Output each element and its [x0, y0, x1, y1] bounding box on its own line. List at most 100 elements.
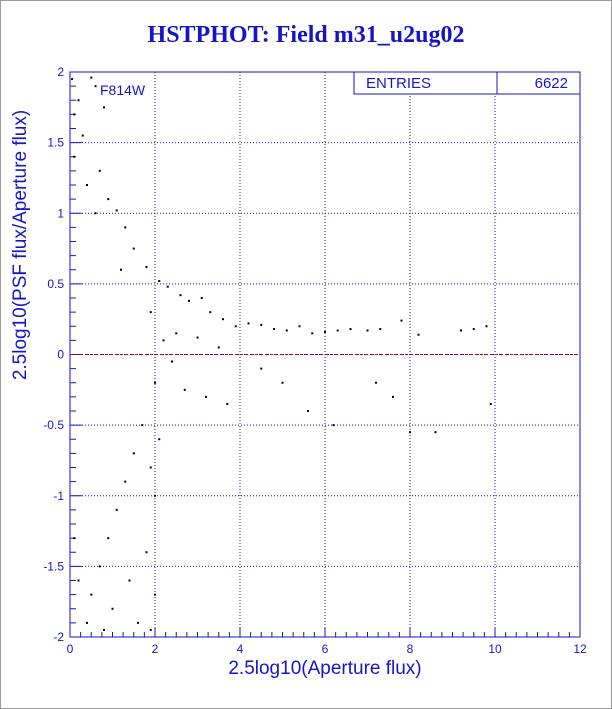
data-point [149, 628, 152, 631]
data-point [179, 294, 182, 297]
data-point [107, 198, 110, 201]
data-point [98, 169, 101, 172]
x-tick-label: 6 [322, 642, 329, 656]
data-point [107, 537, 110, 540]
data-points [71, 76, 492, 631]
data-point [234, 325, 237, 328]
data-point [111, 607, 114, 610]
data-point [379, 328, 382, 331]
tick-labels: 0 2 4 6 8 10 12 -2 -1.5 -1 -0.5 0 0.5 1 1.5 2 [43, 65, 587, 656]
data-point [209, 311, 212, 314]
x-tick-label: 0 [67, 642, 74, 656]
data-point [86, 621, 88, 624]
data-point [171, 360, 173, 363]
data-point [281, 381, 284, 384]
data-point [154, 494, 156, 497]
data-point [349, 328, 352, 331]
data-point [73, 537, 76, 540]
data-point [158, 280, 161, 283]
stats-box: ENTRIES 6622 [353, 71, 581, 95]
data-point [149, 311, 152, 314]
filter-label: F814W [100, 82, 146, 98]
data-point [485, 325, 488, 328]
y-axis-title: 2.5log10(PSF flux/Aperture flux) [10, 110, 31, 380]
data-point [103, 106, 105, 109]
x-tick-label: 8 [407, 642, 414, 656]
chart-title: HSTPHOT: Field m31_u2ug02 [147, 22, 465, 48]
data-point [175, 332, 178, 335]
data-point [81, 134, 84, 137]
y-tick-label: -0.5 [43, 418, 64, 432]
y-tick-label: -1 [53, 489, 64, 503]
x-tick-label: 4 [237, 642, 244, 656]
y-tick-label: -1.5 [43, 559, 64, 573]
data-point [324, 330, 326, 333]
data-point [124, 480, 127, 483]
data-point [120, 268, 122, 271]
data-point [71, 78, 74, 81]
data-point [73, 113, 76, 116]
stats-entries-label: ENTRIES [366, 75, 431, 92]
data-point [77, 579, 80, 582]
data-point [260, 367, 263, 370]
data-point [115, 508, 118, 511]
data-point [460, 329, 462, 332]
y-tick-label: 1.5 [47, 136, 64, 150]
x-axis-title: 2.5log10(Aperture flux) [228, 658, 421, 679]
data-point [247, 322, 250, 325]
stats-box-frame [353, 71, 581, 95]
data-point [217, 346, 220, 349]
data-point [196, 336, 199, 339]
stats-entries-value: 6622 [535, 75, 568, 92]
data-point [273, 328, 275, 331]
data-point [77, 99, 80, 102]
x-tick-label: 12 [573, 642, 587, 656]
data-point [434, 431, 437, 434]
data-point [137, 621, 139, 624]
data-point [124, 226, 127, 229]
data-point [375, 381, 377, 384]
y-tick-label: 1 [57, 206, 64, 220]
y-tick-label: 2 [57, 65, 64, 79]
data-point [145, 265, 148, 268]
data-point [366, 329, 369, 332]
data-point [145, 551, 148, 554]
data-point [285, 329, 288, 332]
data-point [166, 285, 169, 288]
y-tick-label: 0 [57, 348, 64, 362]
data-point [86, 184, 88, 186]
data-point [115, 209, 118, 212]
data-point [489, 402, 492, 405]
data-point [98, 565, 101, 568]
data-point [311, 332, 314, 335]
data-point [103, 628, 105, 631]
data-point [400, 319, 403, 322]
data-point [472, 328, 475, 331]
data-point [132, 247, 135, 250]
data-point [417, 333, 420, 336]
data-point [94, 212, 97, 215]
data-point [73, 155, 76, 158]
y-tick-label: -2 [53, 630, 64, 644]
data-point [392, 395, 394, 398]
x-tick-label: 10 [488, 642, 502, 656]
data-point [158, 438, 161, 441]
data-point [409, 431, 411, 434]
data-point [200, 297, 203, 299]
data-point [90, 593, 93, 596]
data-point [128, 579, 131, 582]
data-point [205, 395, 207, 398]
data-point [90, 76, 93, 79]
data-point [94, 85, 97, 88]
data-point [260, 323, 263, 326]
data-point [154, 593, 156, 596]
y-tick-label: 0.5 [47, 277, 64, 291]
data-point [141, 424, 144, 427]
data-point [298, 325, 301, 328]
data-point [332, 424, 335, 427]
data-point [162, 339, 165, 342]
data-point [222, 318, 224, 321]
data-point [188, 299, 190, 302]
data-point [132, 452, 135, 455]
